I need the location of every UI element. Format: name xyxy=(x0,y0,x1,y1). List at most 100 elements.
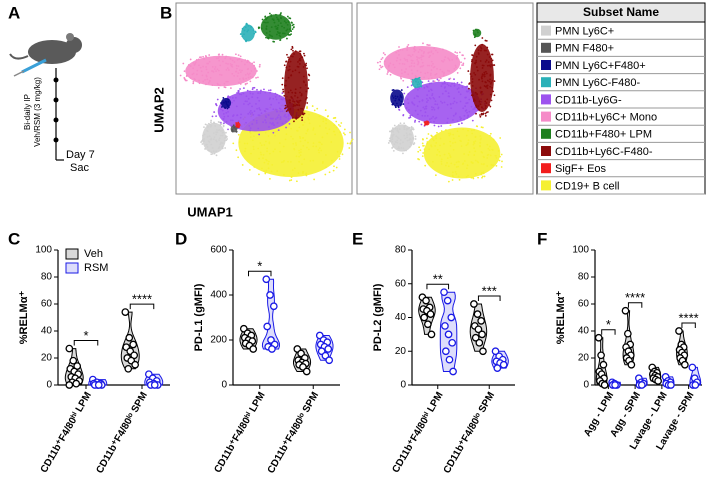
umap-cell xyxy=(249,92,252,95)
umap-cell xyxy=(189,65,192,67)
umap-cell xyxy=(253,135,255,137)
umap-cell xyxy=(458,135,460,138)
umap-cell xyxy=(282,145,285,148)
umap-cell xyxy=(299,140,302,143)
umap-cell xyxy=(490,60,493,63)
umap-cell xyxy=(252,145,255,148)
y-tick-label: 100 xyxy=(35,245,52,256)
umap-cell xyxy=(500,153,503,156)
umap-cell xyxy=(405,132,408,135)
umap-cell xyxy=(477,105,480,107)
umap-cell xyxy=(245,40,247,43)
umap-cell xyxy=(489,105,492,108)
umap-cell xyxy=(439,154,442,157)
umap-cell xyxy=(279,22,282,25)
umap-cell xyxy=(283,32,286,35)
umap-cell xyxy=(383,60,386,63)
umap-cell xyxy=(294,142,297,144)
panel-label: F xyxy=(537,229,547,248)
umap-cell xyxy=(463,114,466,117)
umap-cell xyxy=(454,170,457,173)
umap-cell xyxy=(231,72,234,75)
legend-header xyxy=(536,2,706,23)
legend-label: CD11b+Ly6C-F480- xyxy=(555,146,653,158)
umap-cell xyxy=(271,35,273,38)
umap-cell xyxy=(436,153,438,156)
umap-cell xyxy=(394,105,397,107)
umap-cell xyxy=(402,114,405,117)
data-point xyxy=(479,347,487,356)
umap-cell xyxy=(253,61,255,64)
umap-cell xyxy=(307,73,310,76)
umap-cell xyxy=(407,102,410,105)
umap-cell xyxy=(449,124,452,127)
umap-cell xyxy=(313,178,316,181)
umap-cell xyxy=(455,66,457,69)
legend-label: PMN Ly6C+F480+ xyxy=(555,60,646,72)
umap-cell xyxy=(281,83,284,86)
umap-cell xyxy=(394,95,397,98)
data-point xyxy=(471,333,480,342)
umap-cell xyxy=(414,135,417,138)
umap-cell xyxy=(430,72,432,75)
umap-cell xyxy=(331,159,333,162)
umap-cell xyxy=(287,61,290,63)
y-tick-label: 80 xyxy=(578,272,590,283)
panel-label: A xyxy=(8,3,20,22)
umap-cell xyxy=(265,169,268,172)
umap-cell xyxy=(402,152,404,155)
umap-cell xyxy=(476,160,479,163)
umap-cell xyxy=(391,89,394,92)
timeline-dots xyxy=(53,77,59,143)
significance-label: ** xyxy=(433,272,443,287)
umap-cell xyxy=(333,130,336,133)
umap-cell xyxy=(296,96,299,99)
umap-cell xyxy=(294,88,297,91)
umap-cell xyxy=(287,160,289,163)
umap-cell xyxy=(488,104,491,106)
umap-cell xyxy=(265,27,268,30)
umap-cell xyxy=(247,112,250,115)
umap-cell xyxy=(327,115,329,117)
umap-cell xyxy=(299,154,302,157)
umap-cell xyxy=(485,105,487,107)
umap-cell xyxy=(452,133,455,136)
umap-cell xyxy=(277,20,280,22)
umap-cell xyxy=(486,143,489,146)
umap-cell xyxy=(224,147,227,149)
umap-cell xyxy=(453,84,456,87)
umap-cell xyxy=(417,60,420,63)
umap-cell xyxy=(298,104,301,107)
umap-cell xyxy=(272,19,275,21)
umap-cell xyxy=(475,105,478,108)
umap-cell xyxy=(198,82,201,85)
umap-cell xyxy=(473,106,476,109)
umap-cell xyxy=(262,154,265,156)
umap-cell xyxy=(214,125,217,127)
umap-cell xyxy=(221,142,224,145)
umap-cell xyxy=(229,63,232,65)
umap-cell xyxy=(456,120,459,123)
umap-cell xyxy=(276,33,278,36)
umap-cell xyxy=(452,102,455,105)
data-point xyxy=(422,296,430,305)
umap-cell xyxy=(348,147,351,149)
umap-cell xyxy=(325,127,327,129)
umap-cell xyxy=(403,126,406,129)
umap-cell xyxy=(452,137,455,140)
umap-cell xyxy=(266,108,269,111)
umap-cell xyxy=(307,117,309,119)
umap-cell xyxy=(457,175,460,178)
umap-cell xyxy=(255,119,258,122)
umap-cell xyxy=(308,122,311,125)
umap-cell xyxy=(434,100,437,103)
umap-cell xyxy=(244,59,247,61)
umap-cell xyxy=(231,59,234,62)
umap-cell xyxy=(325,154,327,156)
umap-cell xyxy=(234,53,237,56)
umap-cell xyxy=(394,127,397,130)
data-point xyxy=(443,296,452,305)
umap-cell xyxy=(275,16,278,19)
umap-cell xyxy=(306,102,309,104)
umap-cell xyxy=(210,143,213,146)
